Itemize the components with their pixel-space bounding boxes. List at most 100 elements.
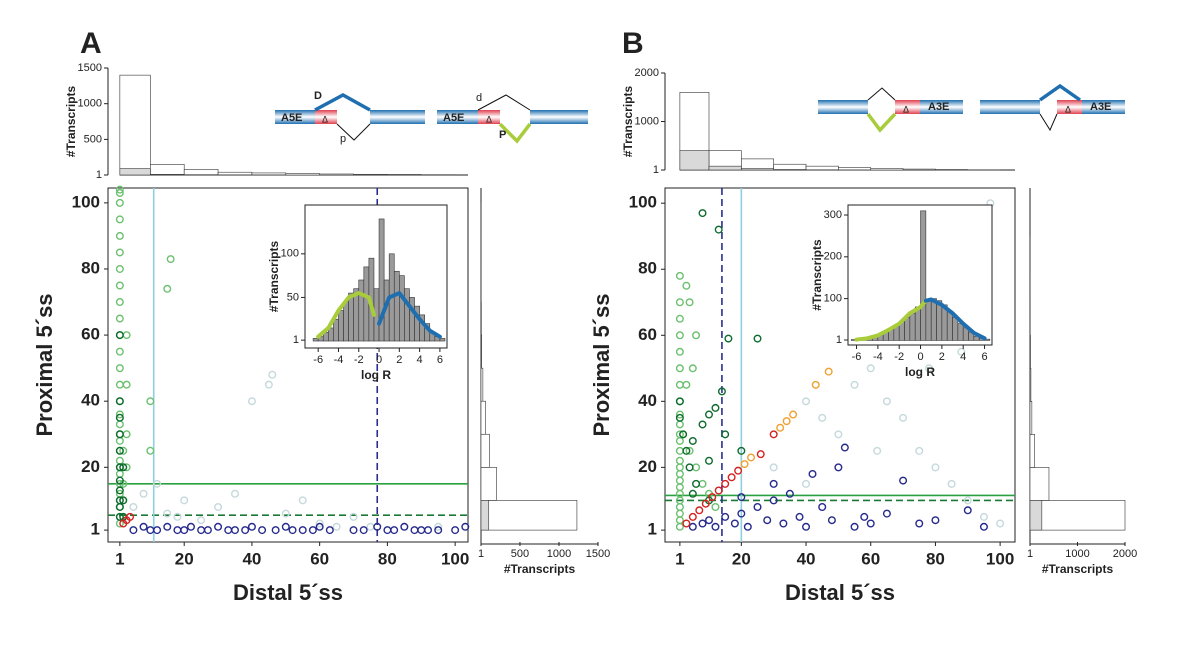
y-axis-label: #Transcripts bbox=[267, 240, 281, 312]
x-tick-label: 40 bbox=[242, 549, 261, 568]
y-tick-label: 500 bbox=[84, 133, 102, 145]
point bbox=[701, 499, 710, 508]
point bbox=[756, 450, 765, 459]
bar bbox=[914, 306, 921, 341]
point bbox=[139, 489, 148, 498]
y-tick-label: 1500 bbox=[78, 62, 102, 74]
point bbox=[675, 456, 684, 465]
y-tick-label: 300 bbox=[824, 209, 842, 221]
y-tick-label: 80 bbox=[638, 259, 657, 278]
point bbox=[119, 496, 128, 505]
point bbox=[899, 413, 908, 422]
point bbox=[146, 397, 155, 406]
point bbox=[704, 410, 713, 419]
y-axis-label: #Transcripts bbox=[621, 85, 635, 157]
y-tick-label: 50 bbox=[287, 291, 299, 303]
point bbox=[802, 397, 811, 406]
point bbox=[734, 466, 743, 475]
point bbox=[899, 476, 908, 485]
point bbox=[203, 526, 212, 535]
point bbox=[214, 522, 223, 531]
point bbox=[782, 417, 791, 426]
point bbox=[724, 334, 733, 343]
point bbox=[675, 413, 684, 422]
point bbox=[711, 403, 720, 412]
x-axis-label: #Transcripts bbox=[504, 562, 576, 576]
y-tick-label: 100 bbox=[72, 192, 100, 211]
x-tick-label: 2 bbox=[396, 354, 402, 366]
point bbox=[743, 522, 752, 531]
point bbox=[834, 463, 843, 472]
y-tick-label: 1000 bbox=[635, 115, 659, 127]
point bbox=[129, 502, 138, 511]
x-tick-label: 20 bbox=[175, 549, 194, 568]
point bbox=[776, 423, 785, 432]
x-tick-label: 1 bbox=[675, 549, 684, 568]
curve bbox=[854, 298, 928, 342]
point bbox=[115, 486, 124, 495]
x-tick-label: 0 bbox=[376, 354, 382, 366]
x-tick-label: 0 bbox=[917, 351, 923, 363]
point bbox=[139, 522, 148, 531]
point bbox=[688, 489, 697, 498]
point bbox=[115, 347, 124, 356]
y-tick-label: 1 bbox=[836, 334, 842, 346]
point bbox=[271, 526, 280, 535]
point bbox=[808, 469, 817, 478]
point bbox=[115, 198, 124, 207]
point bbox=[115, 476, 124, 485]
point bbox=[737, 446, 746, 455]
panel-label: B bbox=[622, 27, 644, 60]
point bbox=[115, 410, 124, 419]
bar bbox=[312, 338, 319, 342]
point bbox=[840, 443, 849, 452]
curve bbox=[377, 291, 442, 339]
point bbox=[315, 519, 324, 528]
point bbox=[115, 231, 124, 240]
point bbox=[214, 502, 223, 511]
diagram-label: d bbox=[476, 92, 482, 104]
point bbox=[737, 509, 746, 518]
point bbox=[115, 248, 124, 257]
y-tick-label: 1 bbox=[96, 169, 102, 181]
point bbox=[180, 526, 189, 535]
point bbox=[122, 380, 131, 389]
y-tick-label: 40 bbox=[81, 391, 100, 410]
x-axis-label: #Transcripts bbox=[1042, 562, 1114, 576]
point bbox=[173, 512, 182, 521]
point bbox=[129, 526, 138, 535]
y-tick-label: 1 bbox=[653, 164, 659, 176]
point bbox=[230, 489, 239, 498]
bar bbox=[343, 301, 349, 342]
bar bbox=[439, 338, 446, 342]
point bbox=[434, 526, 443, 535]
bar bbox=[909, 312, 916, 341]
point bbox=[996, 519, 1005, 528]
point bbox=[688, 364, 697, 373]
y-tick-label: 60 bbox=[81, 325, 100, 344]
point bbox=[769, 430, 778, 439]
y-axis-label: #Transcripts bbox=[64, 85, 78, 157]
point bbox=[349, 526, 358, 535]
splice-diagram: A5E D p Δ bbox=[275, 90, 425, 145]
diagram-label: D bbox=[314, 90, 322, 102]
point bbox=[763, 516, 772, 525]
point bbox=[827, 516, 836, 525]
y-tick-label: 80 bbox=[81, 258, 100, 277]
point bbox=[325, 526, 334, 535]
y-tick-label: 2000 bbox=[635, 67, 659, 79]
bar bbox=[946, 310, 953, 341]
point bbox=[115, 397, 124, 406]
diagram-label: P bbox=[499, 129, 506, 141]
point bbox=[688, 436, 697, 445]
point bbox=[359, 526, 368, 535]
x-tick-label: 500 bbox=[511, 548, 529, 560]
point bbox=[115, 185, 124, 194]
point bbox=[675, 364, 684, 373]
point bbox=[714, 486, 723, 495]
curve bbox=[923, 297, 987, 341]
diagram-label: Δ bbox=[903, 104, 909, 114]
point bbox=[675, 314, 684, 323]
bar bbox=[1029, 500, 1043, 531]
